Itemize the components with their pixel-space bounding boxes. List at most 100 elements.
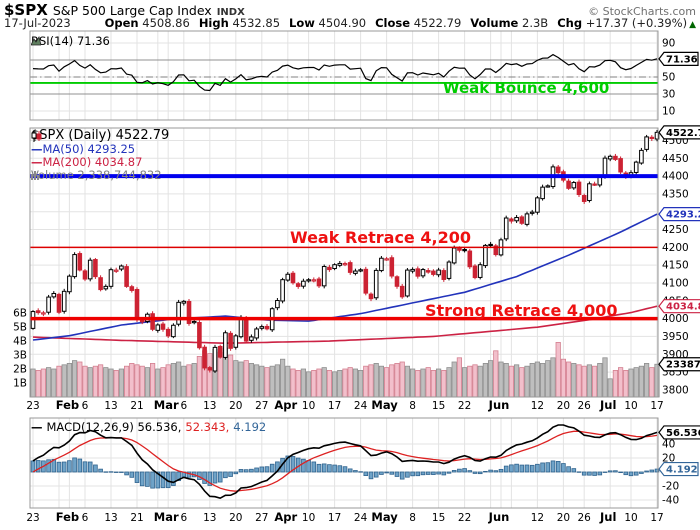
ma200-line — [32, 305, 658, 345]
svg-text:Jun: Jun — [488, 398, 510, 412]
svg-text:27: 27 — [255, 400, 268, 412]
svg-text:4400: 4400 — [662, 171, 689, 183]
quote-date: 17-Jul-2023 — [4, 16, 71, 30]
svg-text:13: 13 — [104, 512, 117, 524]
svg-text:Apr: Apr — [274, 510, 297, 524]
svg-text:6: 6 — [82, 512, 89, 524]
svg-text:13: 13 — [203, 512, 216, 524]
candles — [30, 129, 660, 374]
svg-text:3800: 3800 — [662, 384, 689, 396]
svg-text:Mar: Mar — [154, 398, 179, 412]
low-field: Low 4504.90 — [289, 16, 367, 30]
svg-text:6: 6 — [82, 400, 89, 412]
svg-text:17: 17 — [650, 512, 663, 524]
svg-text:56.536: 56.536 — [666, 428, 700, 439]
close-field: Close 4522.79 — [375, 16, 462, 30]
legend-ma50-row: — MA(50) 4293.25 — [31, 143, 169, 156]
svg-text:12: 12 — [531, 400, 544, 412]
svg-text:4.192: 4.192 — [666, 465, 698, 476]
svg-text:27: 27 — [255, 512, 268, 524]
svg-text:20: 20 — [229, 400, 242, 412]
ohlc-row: Open 4508.86 High 4532.85 Low 4504.90 Cl… — [105, 16, 696, 30]
legend-symbol-label: $SPX (Daily) 4522.79 — [31, 128, 170, 143]
macd-line — [32, 424, 658, 500]
legend-volume-row: Volume 2,338,744,832 — [31, 169, 169, 182]
svg-text:4034.87: 4034.87 — [666, 302, 700, 313]
svg-text:13: 13 — [203, 400, 216, 412]
index-name: S&P 500 Large Cap Index — [52, 3, 212, 18]
volume-bars-icon — [31, 171, 39, 180]
macd-legend-hist: 4.192 — [233, 420, 267, 434]
svg-text:May: May — [371, 510, 398, 524]
svg-text:2338744: 2338744 — [666, 360, 700, 371]
svg-text:21: 21 — [130, 512, 143, 524]
area-chart-icon — [31, 36, 41, 46]
stockcharts-credit-link[interactable]: © StockCharts.com — [588, 5, 696, 18]
change-field: Chg +17.37 (+0.39%) ▲ — [557, 16, 696, 30]
svg-text:4100: 4100 — [662, 277, 689, 289]
svg-text:17: 17 — [328, 400, 341, 412]
rsi-legend-label: RSI(14) 71.36 — [31, 34, 110, 48]
header-title-row: $SPX S&P 500 Large Cap Index INDX © Stoc… — [4, 1, 696, 19]
svg-text:10: 10 — [624, 400, 637, 412]
high-field: High 4532.85 — [198, 16, 281, 30]
svg-text:Jun: Jun — [488, 510, 510, 524]
svg-text:4293.25: 4293.25 — [666, 210, 700, 221]
ma50-line — [32, 213, 658, 341]
svg-text:Jul: Jul — [599, 398, 616, 412]
svg-text:26: 26 — [578, 512, 592, 524]
macd-histogram — [30, 455, 660, 489]
svg-text:6: 6 — [180, 512, 187, 524]
ticker-symbol: $SPX — [4, 1, 48, 19]
macd-chart: 4020-20-4056.5364.19223Feb61321Mar613202… — [26, 417, 700, 524]
svg-text:23: 23 — [26, 512, 39, 524]
svg-text:4450: 4450 — [662, 153, 689, 165]
svg-text:4200: 4200 — [662, 242, 689, 254]
svg-text:30: 30 — [662, 89, 675, 101]
legend-ma200-label: MA(200) 4034.87 — [42, 154, 143, 169]
svg-text:Jul: Jul — [599, 510, 616, 524]
svg-text:-20: -20 — [662, 481, 679, 493]
svg-text:3950: 3950 — [662, 331, 689, 343]
price-legend: $SPX (Daily) 4522.79 — MA(50) 4293.25 — MA… — [31, 128, 169, 182]
macd-legend-signal: 52.343, — [185, 420, 230, 434]
exchange-label: INDX — [216, 7, 245, 18]
svg-text:90: 90 — [662, 38, 675, 50]
svg-text:-40: -40 — [662, 495, 679, 507]
svg-text:10: 10 — [624, 512, 637, 524]
svg-text:6: 6 — [180, 400, 187, 412]
rsi-legend: RSI(14) 71.36 — [31, 34, 110, 48]
svg-text:4250: 4250 — [662, 224, 689, 236]
svg-text:20: 20 — [662, 453, 675, 465]
macd-legend-black: MACD(12,26,9) 56.536, — [46, 420, 182, 434]
svg-text:17: 17 — [328, 512, 341, 524]
svg-text:May: May — [371, 398, 398, 412]
svg-text:26: 26 — [578, 400, 592, 412]
svg-text:20: 20 — [229, 512, 242, 524]
legend-ma50-label: MA(50) 4293.25 — [42, 141, 136, 156]
annotation-weak-bounce: Weak Bounce 4,600 — [443, 79, 610, 97]
svg-text:4350: 4350 — [662, 188, 689, 200]
macd-swatch: — — [31, 420, 43, 434]
svg-text:10: 10 — [302, 512, 315, 524]
rsi-line — [32, 53, 658, 92]
ma200-swatch: — — [31, 154, 43, 169]
svg-text:15: 15 — [432, 400, 445, 412]
svg-text:Feb: Feb — [56, 510, 79, 524]
svg-text:6B: 6B — [13, 308, 27, 320]
svg-text:Feb: Feb — [56, 398, 79, 412]
svg-text:4B: 4B — [13, 336, 27, 348]
svg-text:Apr: Apr — [274, 398, 297, 412]
svg-text:15: 15 — [432, 512, 445, 524]
svg-text:5B: 5B — [13, 322, 27, 334]
ma50-swatch: — — [31, 141, 43, 156]
svg-text:8: 8 — [409, 400, 416, 412]
legend-volume-label: Volume 2,338,744,832 — [31, 167, 162, 182]
svg-text:12: 12 — [531, 512, 544, 524]
open-field: Open 4508.86 — [104, 16, 190, 30]
legend-ma200-row: — MA(200) 4034.87 — [31, 156, 169, 169]
svg-text:21: 21 — [130, 400, 143, 412]
svg-text:4000: 4000 — [662, 313, 689, 325]
svg-text:40: 40 — [662, 439, 675, 451]
